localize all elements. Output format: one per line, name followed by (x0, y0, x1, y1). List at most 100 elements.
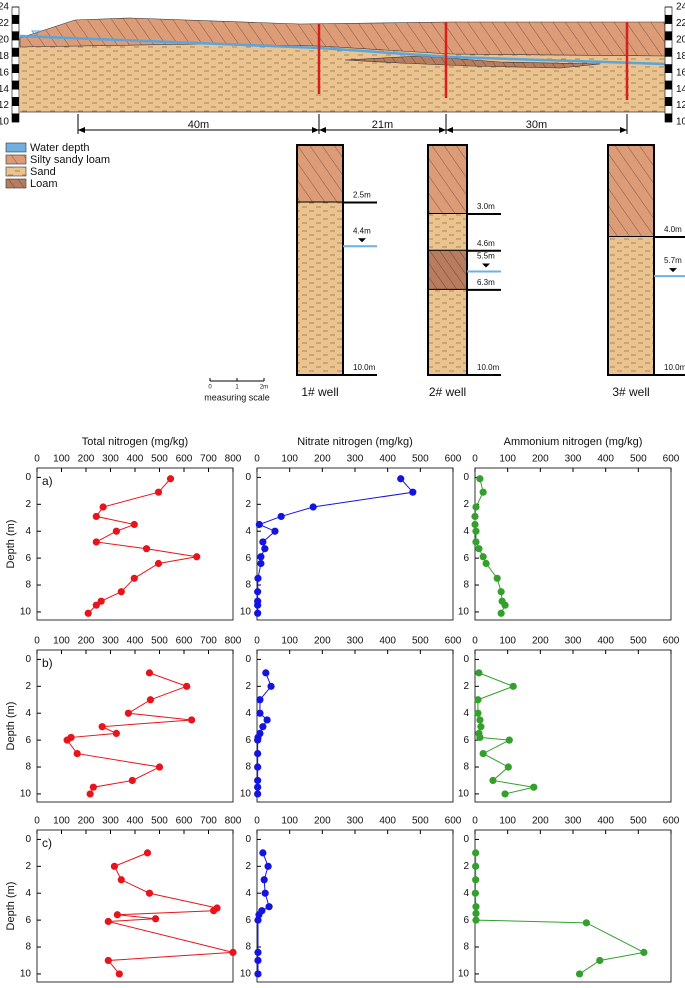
y-tick-label: 4 (25, 888, 31, 899)
x-tick-label: 400 (597, 816, 614, 827)
well-frame (296, 144, 344, 376)
data-point (471, 889, 479, 897)
data-point (166, 475, 175, 483)
data-point (254, 948, 262, 957)
x-tick-label: 100 (499, 454, 516, 465)
x-tick-label: 700 (200, 636, 217, 647)
data-point (472, 503, 480, 511)
y-tick-label: 2 (25, 681, 31, 692)
data-point (84, 609, 92, 617)
data-point (151, 915, 160, 923)
y-tick-label: 0 (25, 654, 31, 665)
well-name: 1# well (301, 385, 338, 399)
x-tick-label: 0 (34, 816, 40, 827)
elevation-label: 22 (676, 18, 685, 29)
data-point (112, 729, 120, 737)
chart: 0 100 200 300 400 500 600 0 2 4 6 8 10 (240, 636, 462, 803)
depth-label: 10.0m (664, 363, 685, 372)
data-point (254, 588, 262, 596)
x-tick-label: 800 (225, 636, 242, 647)
plot-frame (474, 649, 672, 803)
data-point (63, 736, 71, 744)
data-point (509, 682, 517, 690)
y-tick-label: 4 (463, 526, 469, 537)
elevation-label: 22 (0, 18, 9, 29)
data-point (187, 716, 196, 724)
data-point (104, 956, 112, 965)
y-tick-label: 2 (463, 681, 469, 692)
x-tick-label: 100 (53, 636, 70, 647)
y-tick-label: 10 (240, 607, 252, 618)
elevation-label: 16 (676, 67, 685, 78)
data-point (264, 862, 272, 870)
data-point (397, 475, 405, 483)
data-point (409, 488, 417, 496)
data-point (271, 527, 279, 535)
x-tick-label: 800 (225, 816, 242, 827)
data-point (479, 749, 487, 758)
well-layer (608, 145, 654, 237)
data-point (265, 903, 273, 911)
y-tick-label: 2 (245, 681, 251, 692)
y-tick-label: 4 (245, 708, 251, 719)
x-tick-label: 200 (78, 454, 95, 465)
y-tick-label: 0 (245, 834, 251, 845)
plot-frame (256, 649, 454, 803)
well-layer (428, 145, 467, 214)
y-tick-label: 0 (463, 654, 469, 665)
data-point (254, 783, 262, 791)
data-point (501, 601, 509, 609)
data-point (471, 512, 479, 521)
scale-block (11, 39, 20, 49)
x-tick-label: 500 (630, 816, 647, 827)
data-point (145, 889, 154, 897)
data-point (142, 545, 151, 553)
y-tick-label: 4 (25, 708, 31, 719)
legend-swatch (5, 166, 27, 177)
data-point (277, 512, 285, 521)
y-tick-label: 0 (25, 472, 31, 483)
x-tick-label: 300 (347, 454, 364, 465)
x-tick-label: 0 (472, 454, 478, 465)
chart: 0 100 200 300 400 500 600 0 2 4 6 8 10 (458, 816, 680, 983)
x-tick-label: 300 (102, 454, 119, 465)
data-point (476, 475, 484, 483)
data-point (472, 849, 480, 857)
legend-label: Sand (30, 166, 56, 178)
x-tick-label: 100 (281, 816, 298, 827)
x-tick-label: 500 (412, 816, 429, 827)
data-point (97, 597, 105, 605)
y-tick-label: 8 (245, 762, 251, 773)
chart: 0 100 200 300 400 500 600 700 800 0 2 4 6 8 10 Depth (m… (5, 636, 242, 803)
data-point (472, 527, 480, 535)
x-tick-label: 0 (254, 816, 260, 827)
scale-block (11, 23, 20, 32)
scale-block (664, 72, 673, 82)
scale-block (11, 47, 20, 57)
distance-label: 30m (526, 119, 547, 131)
well-layer (297, 145, 343, 203)
x-tick-label: 100 (53, 816, 70, 827)
y-tick-label: 10 (20, 789, 32, 800)
y-tick-label: 6 (25, 915, 31, 926)
y-tick-label: 8 (463, 762, 469, 773)
panel-label: a) (42, 474, 53, 488)
y-tick-label: 10 (240, 969, 252, 980)
plot-frame (474, 829, 672, 983)
x-tick-label: 700 (200, 816, 217, 827)
legend-swatch (5, 142, 27, 153)
data-point (267, 682, 275, 690)
data-point (193, 553, 201, 561)
y-tick-label: 10 (458, 789, 470, 800)
x-tick-label: 800 (225, 454, 242, 465)
chart: 0 100 200 300 400 500 600 0 2 4 6 8 10 Nitrate nitrog… (240, 436, 462, 621)
y-tick-label: 2 (245, 499, 251, 510)
x-tick-label: 0 (254, 636, 260, 647)
y-tick-label: 6 (245, 735, 251, 746)
y-tick-label: 0 (25, 834, 31, 845)
data-point (254, 749, 262, 758)
x-tick-label: 200 (532, 816, 549, 827)
x-tick-label: 400 (597, 454, 614, 465)
x-tick-label: 600 (176, 454, 193, 465)
arrow-head (446, 127, 453, 133)
